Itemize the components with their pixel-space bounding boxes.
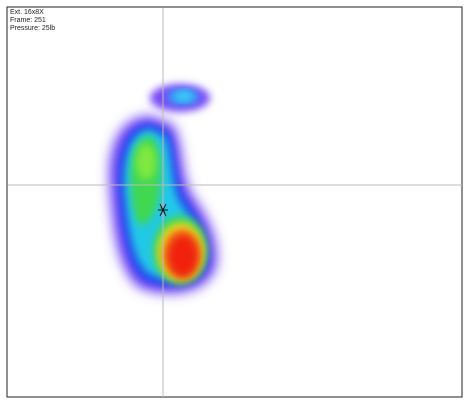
info-line: Pressure: 25lb bbox=[10, 25, 55, 32]
info-line: Frame: 251 bbox=[10, 17, 46, 24]
plot-frame bbox=[7, 7, 462, 397]
forefoot-core bbox=[136, 144, 156, 180]
page: Ext. 16x8X Frame: 251 Pressure: 25lb (()… bbox=[0, 0, 470, 401]
toe-core bbox=[175, 91, 193, 101]
info-line: Ext. 16x8X bbox=[10, 9, 44, 16]
pressure-view: Ext. 16x8X Frame: 251 Pressure: 25lb bbox=[0, 0, 470, 401]
heel-red bbox=[168, 235, 198, 277]
